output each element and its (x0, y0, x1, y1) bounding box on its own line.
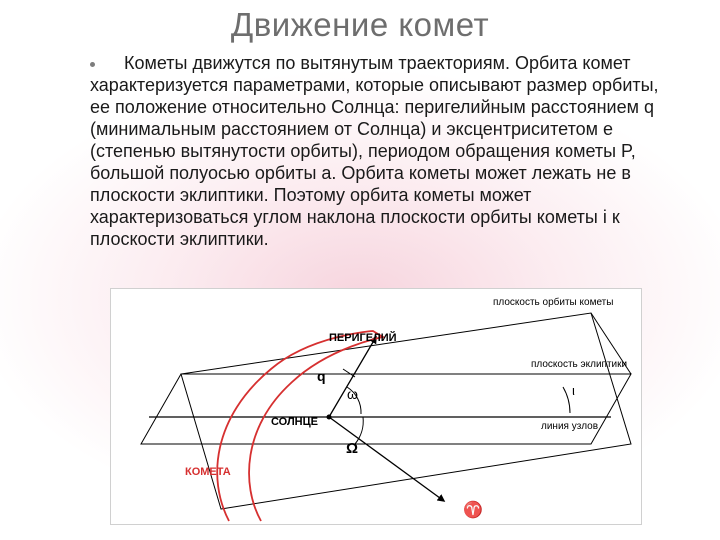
label-q: q (317, 368, 326, 384)
arc-iota (563, 387, 570, 413)
label-plane-ecliptic: плоскость эклиптики (531, 359, 627, 370)
ray-to-aries (329, 417, 444, 501)
label-plane-orbit: плоскость орбиты кометы (493, 296, 613, 308)
orbit-diagram: плоскость орбиты кометы ПЕРИГЕЛИЙ плоско… (110, 288, 642, 525)
label-comet: КОМЕТА (185, 466, 231, 478)
sun-dot (327, 415, 332, 420)
ecliptic-plane (141, 374, 631, 444)
body-text-block: Кометы движутся по вытянутым траекториям… (60, 52, 676, 250)
label-omega-big: Ω (346, 440, 358, 457)
label-aries: ♈ (463, 500, 483, 519)
label-sun: СОЛНЦЕ (271, 416, 318, 428)
body-paragraph: Кометы движутся по вытянутым траекториям… (90, 53, 659, 249)
q-tick (343, 369, 355, 377)
label-line-of-nodes: линия узлов (541, 421, 598, 432)
label-iota: ι (572, 383, 575, 398)
ray-to-perihelion (329, 337, 376, 417)
label-omega-small: ω (347, 386, 358, 402)
page-title: Движение комет (0, 0, 720, 44)
label-perihelion: ПЕРИГЕЛИЙ (329, 331, 397, 344)
